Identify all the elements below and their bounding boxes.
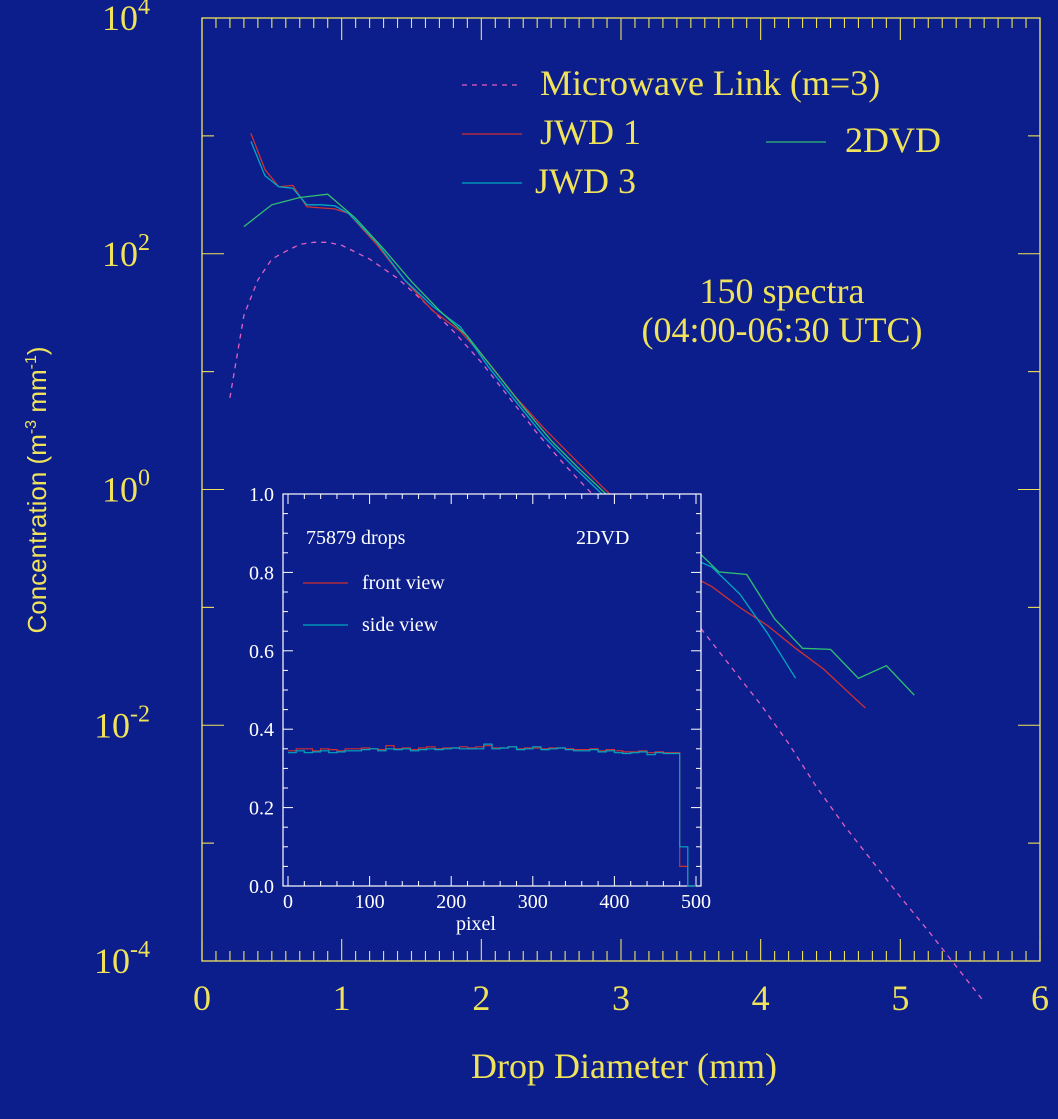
- inset-background: [283, 494, 701, 886]
- inset-y-tick-label: 1.0: [249, 484, 274, 506]
- main-y-tick-label: 10-2: [94, 701, 150, 745]
- inset-x-tick-label: 500: [681, 891, 711, 913]
- main-x-tick-label: 4: [752, 978, 770, 1018]
- inset-y-tick-label: 0.0: [249, 876, 274, 898]
- inset-y-tick-labels: 0.0 0.2 0.4 0.6 0.8 1.0: [249, 484, 274, 898]
- main-x-tick-label: 3: [612, 978, 630, 1018]
- legend-label-jwd3: JWD 3: [535, 161, 636, 201]
- inset-axis-ticks: [283, 493, 701, 887]
- inset-annotation-instrument: 2DVD: [576, 527, 629, 549]
- inset-y-tick-label: 0.4: [249, 719, 274, 741]
- inset-legend-label-side: side view: [362, 614, 439, 636]
- y-label-part-2: mm: [22, 369, 52, 420]
- inset-y-tick-label: 0.8: [249, 562, 274, 584]
- y-label-part-3: ): [22, 346, 52, 355]
- main-x-tick-label: 6: [1031, 978, 1049, 1018]
- main-y-axis-label: Concentration (m-3 mm-1): [22, 346, 52, 633]
- main-series-line-3: [243, 193, 915, 696]
- inset-x-tick-label: 400: [599, 891, 629, 913]
- main-y-tick-label: 102: [102, 230, 150, 274]
- main-y-tick-labels: 104 102 100 10-2 10-4: [94, 0, 150, 981]
- main-legend: Microwave Link (m=3) JWD 1 JWD 3 2DVD: [462, 63, 941, 201]
- main-x-tick-label: 1: [333, 978, 351, 1018]
- main-axis-ticks: [201, 17, 1041, 962]
- inset-series-group: [288, 743, 696, 887]
- inset-x-tick-label: 0: [283, 891, 293, 913]
- legend-label-2dvd: 2DVD: [845, 120, 941, 160]
- inset-x-axis-label: pixel: [456, 913, 496, 935]
- legend-label-microwave-link: Microwave Link (m=3): [540, 63, 880, 103]
- legend-label-jwd1: JWD 1: [540, 112, 641, 152]
- annotation-time-range: (04:00-06:30 UTC): [642, 310, 923, 350]
- inset-x-tick-label: 100: [355, 891, 385, 913]
- main-x-tick-label: 5: [891, 978, 909, 1018]
- main-series-line-0: [229, 241, 985, 1003]
- inset-y-tick-label: 0.2: [249, 798, 274, 820]
- inset-series-step-1: [288, 743, 696, 887]
- main-y-tick-label: 104: [102, 0, 150, 38]
- y-label-sup-1: -3: [23, 420, 40, 434]
- inset-x-tick-label: 200: [436, 891, 466, 913]
- inset-annotation-drops: 75879 drops: [306, 527, 406, 549]
- y-label-part-1: Concentration (m: [22, 434, 52, 633]
- main-y-tick-label: 10-4: [94, 937, 150, 981]
- annotation-spectra-count: 150 spectra: [700, 271, 865, 311]
- main-x-tick-labels: 0 1 2 3 4 5 6: [193, 978, 1049, 1018]
- inset-x-tick-labels: 0 100 200 300 400 500: [283, 891, 711, 913]
- inset-x-tick-label: 300: [518, 891, 548, 913]
- inset-legend-label-front: front view: [362, 572, 445, 594]
- inset-y-tick-label: 0.6: [249, 641, 274, 663]
- main-x-tick-label: 0: [193, 978, 211, 1018]
- main-y-tick-label: 100: [102, 466, 150, 510]
- y-label-sup-2: -1: [23, 355, 40, 369]
- main-x-axis-label: Drop Diameter (mm): [471, 1046, 777, 1086]
- main-x-tick-label: 2: [472, 978, 490, 1018]
